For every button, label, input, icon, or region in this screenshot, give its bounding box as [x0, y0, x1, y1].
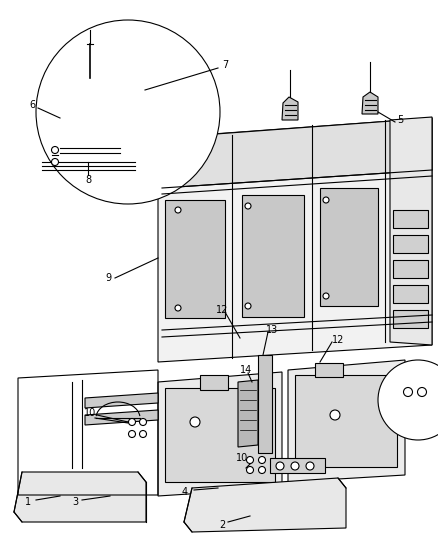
- Bar: [258, 355, 272, 453]
- Bar: [393, 285, 428, 303]
- Bar: [393, 235, 428, 253]
- Bar: [393, 260, 428, 278]
- Circle shape: [291, 462, 299, 470]
- Circle shape: [36, 20, 220, 204]
- Text: 3: 3: [72, 497, 78, 507]
- Text: 2: 2: [219, 520, 225, 530]
- Circle shape: [247, 456, 254, 464]
- Polygon shape: [85, 393, 158, 408]
- Circle shape: [175, 305, 181, 311]
- Circle shape: [175, 207, 181, 213]
- Polygon shape: [390, 117, 432, 345]
- Text: 9: 9: [105, 273, 111, 283]
- Text: 6: 6: [29, 100, 35, 110]
- Polygon shape: [158, 118, 432, 362]
- Bar: [400, 382, 436, 412]
- Bar: [165, 388, 275, 482]
- Text: 10: 10: [236, 453, 248, 463]
- Text: 13: 13: [266, 325, 278, 335]
- Circle shape: [128, 418, 135, 425]
- Polygon shape: [162, 118, 432, 188]
- Polygon shape: [288, 360, 405, 482]
- Bar: [76, 153, 104, 162]
- Text: 12: 12: [332, 335, 344, 345]
- Circle shape: [128, 431, 135, 438]
- Circle shape: [323, 197, 329, 203]
- Polygon shape: [184, 478, 346, 532]
- Polygon shape: [238, 380, 258, 447]
- Text: 10: 10: [84, 408, 96, 418]
- Bar: [270, 458, 325, 473]
- Text: 1: 1: [25, 497, 31, 507]
- Circle shape: [139, 431, 146, 438]
- Bar: [315, 363, 343, 377]
- Bar: [393, 310, 428, 328]
- Polygon shape: [158, 372, 282, 496]
- Circle shape: [276, 462, 284, 470]
- Circle shape: [52, 147, 59, 154]
- Circle shape: [378, 360, 438, 440]
- Bar: [200, 375, 228, 390]
- Circle shape: [190, 417, 200, 427]
- Bar: [295, 375, 397, 467]
- Text: 14: 14: [240, 365, 252, 375]
- Text: 5: 5: [397, 115, 403, 125]
- Circle shape: [258, 456, 265, 464]
- Polygon shape: [85, 410, 158, 425]
- Polygon shape: [282, 97, 298, 120]
- Bar: [74, 100, 106, 109]
- Polygon shape: [68, 78, 112, 148]
- Circle shape: [245, 303, 251, 309]
- Bar: [242, 195, 304, 317]
- Circle shape: [323, 293, 329, 299]
- Circle shape: [245, 203, 251, 209]
- Circle shape: [403, 387, 413, 397]
- Circle shape: [258, 466, 265, 473]
- Text: 12: 12: [216, 305, 228, 315]
- Bar: [74, 86, 106, 95]
- Polygon shape: [14, 472, 146, 522]
- Text: 11: 11: [412, 415, 424, 425]
- Circle shape: [330, 410, 340, 420]
- Circle shape: [306, 462, 314, 470]
- Circle shape: [417, 387, 427, 397]
- Bar: [320, 188, 378, 306]
- Bar: [393, 210, 428, 228]
- Polygon shape: [362, 92, 378, 114]
- Circle shape: [52, 158, 59, 166]
- Bar: [74, 114, 106, 123]
- Text: 4: 4: [182, 487, 188, 497]
- Text: 8: 8: [85, 175, 91, 185]
- Bar: [74, 128, 106, 137]
- Circle shape: [139, 418, 146, 425]
- Circle shape: [247, 466, 254, 473]
- Text: 7: 7: [222, 60, 228, 70]
- Bar: [165, 200, 225, 318]
